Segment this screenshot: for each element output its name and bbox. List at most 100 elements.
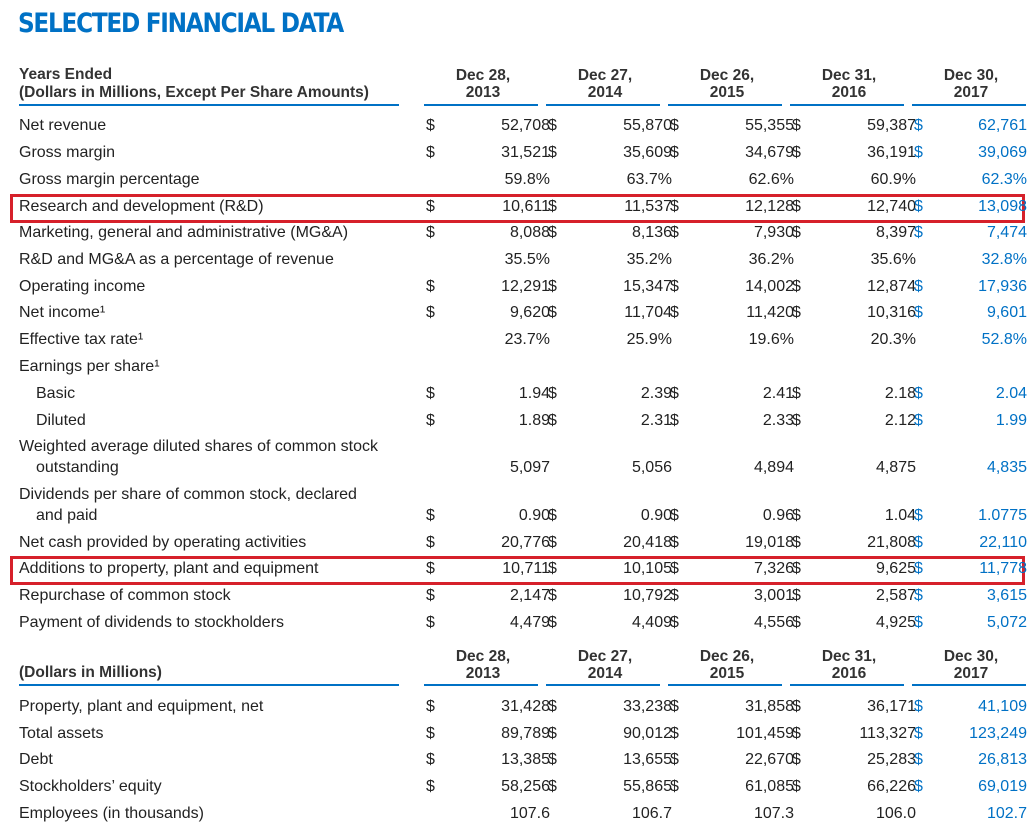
currency-symbol: $ bbox=[426, 614, 435, 631]
row-label-dividends-per-share-of-common-stock-declared: Dividends per share of common stock, dec… bbox=[19, 486, 357, 503]
currency-symbol: $ bbox=[426, 587, 435, 604]
currency-symbol: $ bbox=[426, 385, 435, 402]
cell-property-plant-and-equipment-net-2013: 31,428 bbox=[501, 698, 550, 715]
currency-symbol: $ bbox=[426, 778, 435, 795]
currency-symbol: $ bbox=[670, 412, 679, 429]
cell-weighted-average-diluted-shares-of-common-stock-2016: 4,875 bbox=[875, 459, 916, 476]
currency-symbol: $ bbox=[548, 725, 557, 742]
section1-label-line2: (Dollars in Millions, Except Per Share A… bbox=[19, 84, 369, 101]
column-header-line1: Dec 26, bbox=[699, 67, 755, 84]
currency-symbol: $ bbox=[792, 698, 801, 715]
currency-symbol: $ bbox=[426, 534, 435, 551]
cell-research-and-development-r-d-2014: 11,537 bbox=[624, 198, 672, 215]
cell-weighted-average-diluted-shares-of-common-stock-2013: 5,097 bbox=[509, 459, 550, 476]
cell-diluted-2013: 1.89 bbox=[518, 412, 550, 429]
currency-symbol: $ bbox=[548, 614, 557, 631]
row-label-r-d-and-mg-a-as-a-percentage-of-revenue: R&D and MG&A as a percentage of revenue bbox=[19, 251, 334, 268]
cell-gross-margin-percentage-2016: 60.9% bbox=[870, 171, 916, 188]
currency-symbol: $ bbox=[792, 614, 801, 631]
row-label-basic: Basic bbox=[36, 385, 76, 402]
highlight-box bbox=[10, 194, 1025, 223]
row-label-weighted-average-diluted-shares-of-common-stock-cont: outstanding bbox=[36, 459, 119, 476]
currency-symbol: $ bbox=[792, 587, 801, 604]
cell-stockholders-equity-2014: 55,865 bbox=[623, 778, 672, 795]
row-label-dividends-per-share-of-common-stock-declared-cont: and paid bbox=[36, 507, 98, 524]
cell-basic-2016: 2.18 bbox=[884, 385, 916, 402]
cell-marketing-general-and-administrative-mg-a-2017: 7,474 bbox=[986, 224, 1027, 241]
cell-net-revenue-2015: 55,355 bbox=[745, 117, 794, 134]
cell-basic-2014: 2.39 bbox=[640, 385, 672, 402]
row-label-earnings-per-share: Earnings per share¹ bbox=[19, 358, 160, 375]
cell-payment-of-dividends-to-stockholders-2016: 4,925 bbox=[875, 614, 916, 631]
row-label-effective-tax-rate: Effective tax rate¹ bbox=[19, 331, 144, 348]
cell-operating-income-2013: 12,291 bbox=[501, 278, 550, 295]
column-header-rule bbox=[668, 104, 782, 106]
currency-symbol: $ bbox=[914, 560, 923, 577]
cell-marketing-general-and-administrative-mg-a-2014: 8,136 bbox=[631, 224, 672, 241]
cell-basic-2017: 2.04 bbox=[995, 385, 1027, 402]
row-label-additions-to-property-plant-and-equipment: Additions to property, plant and equipme… bbox=[19, 560, 319, 577]
cell-operating-income-2015: 14,002 bbox=[745, 278, 794, 295]
column-header-2017: Dec 30, 2017 bbox=[912, 648, 1030, 682]
currency-symbol: $ bbox=[548, 304, 557, 321]
column-header-year: 2017 bbox=[953, 84, 989, 101]
column-header-2015: Dec 26, 2015 bbox=[668, 67, 786, 101]
column-header-2017: Dec 30, 2017 bbox=[912, 67, 1030, 101]
cell-dividends-per-share-of-common-stock-declared-2014: 0.90 bbox=[640, 507, 672, 524]
currency-symbol: $ bbox=[670, 304, 679, 321]
column-header-year: 2013 bbox=[465, 665, 501, 682]
cell-r-d-and-mg-a-as-a-percentage-of-revenue-2017: 32.8% bbox=[981, 251, 1027, 268]
cell-diluted-2014: 2.31 bbox=[640, 412, 672, 429]
column-header-2013: Dec 28, 2013 bbox=[424, 648, 542, 682]
currency-symbol: $ bbox=[670, 385, 679, 402]
row-label-property-plant-and-equipment-net: Property, plant and equipment, net bbox=[19, 698, 264, 715]
cell-payment-of-dividends-to-stockholders-2013: 4,479 bbox=[509, 614, 550, 631]
cell-gross-margin-percentage-2017: 62.3% bbox=[981, 171, 1027, 188]
cell-effective-tax-rate-2016: 20.3% bbox=[870, 331, 916, 348]
currency-symbol: $ bbox=[670, 198, 679, 215]
cell-net-cash-provided-by-operating-activities-2016: 21,808 bbox=[867, 534, 916, 551]
currency-symbol: $ bbox=[914, 614, 923, 631]
cell-marketing-general-and-administrative-mg-a-2015: 7,930 bbox=[753, 224, 794, 241]
cell-total-assets-2013: 89,789 bbox=[501, 725, 550, 742]
currency-symbol: $ bbox=[792, 117, 801, 134]
cell-gross-margin-percentage-2015: 62.6% bbox=[748, 171, 794, 188]
cell-additions-to-property-plant-and-equipment-2013: 10,711 bbox=[502, 560, 550, 577]
currency-symbol: $ bbox=[914, 144, 923, 161]
cell-effective-tax-rate-2013: 23.7% bbox=[504, 331, 550, 348]
cell-weighted-average-diluted-shares-of-common-stock-2014: 5,056 bbox=[631, 459, 672, 476]
cell-debt-2013: 13,385 bbox=[501, 751, 550, 768]
currency-symbol: $ bbox=[914, 117, 923, 134]
column-header-2014: Dec 27, 2014 bbox=[546, 67, 664, 101]
cell-dividends-per-share-of-common-stock-declared-2015: 0.96 bbox=[762, 507, 794, 524]
column-header-rule bbox=[424, 684, 538, 686]
cell-research-and-development-r-d-2016: 12,740 bbox=[867, 198, 916, 215]
currency-symbol: $ bbox=[792, 560, 801, 577]
currency-symbol: $ bbox=[914, 751, 923, 768]
cell-additions-to-property-plant-and-equipment-2015: 7,326 bbox=[753, 560, 794, 577]
currency-symbol: $ bbox=[548, 778, 557, 795]
column-header-line1: Dec 30, bbox=[943, 67, 999, 84]
currency-symbol: $ bbox=[670, 698, 679, 715]
cell-basic-2015: 2.41 bbox=[762, 385, 794, 402]
currency-symbol: $ bbox=[548, 144, 557, 161]
currency-symbol: $ bbox=[914, 224, 923, 241]
cell-additions-to-property-plant-and-equipment-2017: 11,778 bbox=[979, 560, 1027, 577]
cell-property-plant-and-equipment-net-2015: 31,858 bbox=[745, 698, 794, 715]
page-title: SELECTED FINANCIAL DATA bbox=[18, 8, 344, 39]
currency-symbol: $ bbox=[792, 507, 801, 524]
row-label-employees-in-thousands: Employees (in thousands) bbox=[19, 805, 204, 822]
cell-employees-in-thousands-2017: 102.7 bbox=[986, 805, 1027, 822]
cell-additions-to-property-plant-and-equipment-2016: 9,625 bbox=[875, 560, 916, 577]
cell-total-assets-2016: 113,327 bbox=[859, 725, 916, 742]
currency-symbol: $ bbox=[792, 224, 801, 241]
cell-gross-margin-2017: 39,069 bbox=[978, 144, 1027, 161]
currency-symbol: $ bbox=[548, 507, 557, 524]
cell-net-income-2014: 11,704 bbox=[624, 304, 672, 321]
section2-label-rule bbox=[19, 684, 399, 686]
cell-net-income-2013: 9,620 bbox=[509, 304, 550, 321]
row-label-research-and-development-r-d: Research and development (R&D) bbox=[19, 198, 264, 215]
currency-symbol: $ bbox=[426, 751, 435, 768]
cell-employees-in-thousands-2016: 106.0 bbox=[875, 805, 916, 822]
row-label-payment-of-dividends-to-stockholders: Payment of dividends to stockholders bbox=[19, 614, 285, 631]
